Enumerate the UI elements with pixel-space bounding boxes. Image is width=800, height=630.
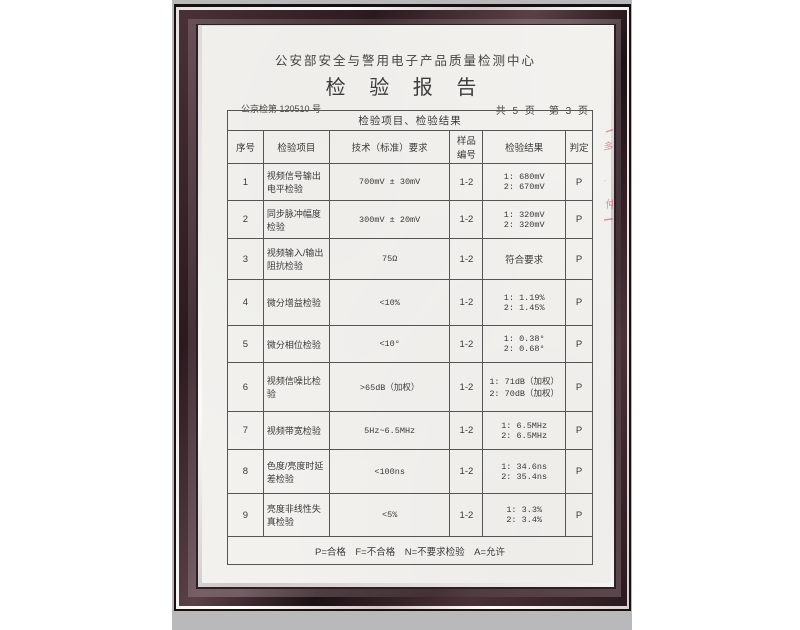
svg-text:多: 多 — [603, 139, 613, 153]
svg-text:`: ` — [603, 178, 607, 188]
svg-text:仲: 仲 — [605, 197, 613, 212]
